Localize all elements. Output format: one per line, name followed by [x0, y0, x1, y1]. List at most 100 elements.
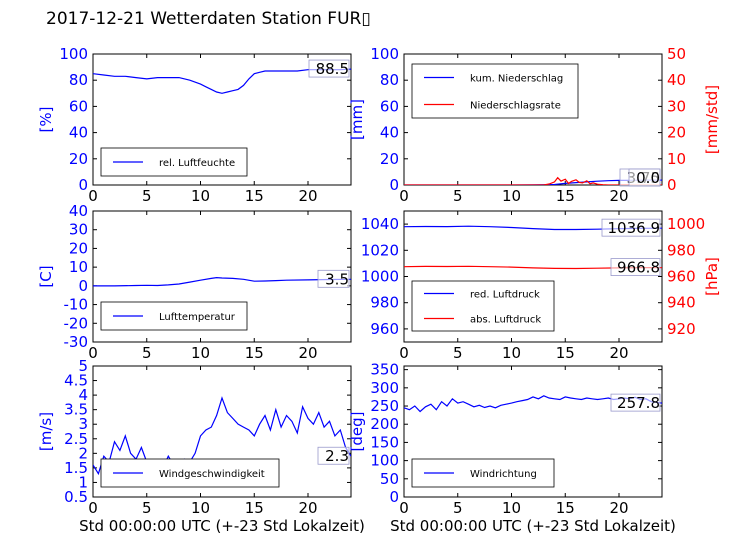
chart-humidity: 0 5 10 15 20 0 20 40 60 80 100 [%] 88.5 rel. Luftfeuc… [37, 45, 352, 205]
y-tick-label: 80 [380, 71, 399, 89]
y-tick-label: 1 [78, 473, 88, 491]
y-tick-label: -10 [64, 296, 89, 314]
legend: Windrichtung [411, 458, 555, 488]
legend-label: rel. Luftfeuchte [159, 158, 235, 169]
y-tick-label: 80 [69, 71, 88, 89]
chart-pressure: 0 5 10 15 20 960 980 1000 1020 1040 920 940 960 980 10… [361, 210, 721, 362]
y-tick-label: 3 [78, 415, 88, 433]
x-tick-label: 10 [191, 187, 210, 205]
last-value-label: 1036.9 [608, 219, 661, 237]
last-value-box [601, 218, 661, 237]
y2-tick-label: 960 [667, 268, 696, 286]
x-tick-label: 20 [298, 187, 317, 205]
x-axis-label-right: Std 00:00:00 UTC (+-23 Std Lokalzeit) [390, 517, 676, 535]
y-tick-label: 20 [380, 150, 399, 168]
y2-tick-label: 920 [667, 320, 696, 338]
y2-tick-label: 40 [667, 71, 686, 89]
y-tick-label: 0 [78, 176, 88, 194]
y-tick-label: 960 [370, 320, 399, 338]
y-axis-label: [deg] [348, 412, 366, 452]
y-tick-label: 300 [370, 379, 399, 397]
last-value-label: 88.5 [316, 60, 349, 78]
y-tick-label: 100 [370, 452, 399, 470]
series-line [404, 176, 662, 185]
x-tick-label: 15 [556, 499, 575, 517]
legend: Windgeschwindigkeit [100, 458, 280, 488]
legend-box [411, 63, 579, 119]
legend: kum. Niederschlag Niederschlagsrate [411, 63, 579, 119]
y-tick-label: 1.5 [64, 459, 88, 477]
y-tick-label: 0.5 [64, 488, 88, 506]
y-tick-label: 1020 [361, 241, 399, 259]
y-axis-label: [C] [37, 265, 55, 287]
y2-tick-label: 50 [667, 45, 686, 63]
last-value-box [610, 393, 661, 412]
x-tick-label: 5 [142, 187, 152, 205]
y-tick-label: 0 [78, 277, 88, 295]
legend: rel. Luftfeuchte [100, 147, 248, 177]
y-tick-label: 4 [78, 386, 88, 404]
x-tick-label: 20 [298, 499, 317, 517]
x-tick-label: 0 [399, 187, 409, 205]
x-tick-label: 0 [399, 344, 409, 362]
x-tick-label: 15 [245, 499, 264, 517]
last-value-label: 3.5 [325, 270, 349, 288]
x-tick-label: 10 [502, 499, 521, 517]
y-tick-label: 4.5 [64, 372, 88, 390]
legend-label: Niederschlagsrate [470, 101, 561, 112]
x-tick-label: 5 [142, 499, 152, 517]
y-tick-label: 40 [69, 202, 88, 220]
y-tick-label: 1000 [361, 268, 399, 286]
x-tick-label: 20 [609, 344, 628, 362]
last-value-box [628, 168, 661, 187]
last-value-box [308, 59, 350, 78]
y2-tick-label: 980 [667, 241, 696, 259]
y2-tick-label: 0 [667, 176, 677, 194]
y2-axis-label: [mm/std] [703, 85, 721, 154]
y-tick-label: 250 [370, 397, 399, 415]
y2-tick-label: 20 [667, 124, 686, 142]
y-tick-label: 10 [69, 258, 88, 276]
x-tick-label: 5 [453, 344, 463, 362]
last-value-box [317, 269, 350, 288]
last-value-label: 0.0 [636, 169, 660, 187]
x-tick-label: 0 [88, 344, 98, 362]
legend-label: abs. Luftdruck [470, 315, 541, 326]
x-tick-label: 10 [191, 344, 210, 362]
x-tick-label: 15 [245, 187, 264, 205]
y-tick-label: 0 [389, 488, 399, 506]
x-tick-label: 15 [245, 344, 264, 362]
y-axis-label: [%] [37, 107, 55, 133]
y-tick-label: 20 [69, 150, 88, 168]
x-tick-label: 20 [609, 187, 628, 205]
legend-label: Windrichtung [470, 469, 537, 480]
x-tick-label: 15 [556, 187, 575, 205]
x-tick-label: 5 [453, 499, 463, 517]
y-tick-label: 40 [69, 124, 88, 142]
chart-winddirection: 0 5 10 15 20050100150200250300350[deg]257.8W… [348, 361, 663, 517]
x-tick-label: 5 [453, 187, 463, 205]
series-line [93, 276, 351, 287]
y-tick-label: 100 [370, 45, 399, 63]
y-tick-label: 200 [370, 415, 399, 433]
x-tick-label: 5 [142, 344, 152, 362]
y-tick-label: -20 [64, 314, 89, 332]
y-tick-label: 60 [69, 97, 88, 115]
y-tick-label: 20 [69, 239, 88, 257]
y-tick-label: 980 [370, 294, 399, 312]
y-tick-label: 1040 [361, 215, 399, 233]
y-tick-label: 50 [380, 470, 399, 488]
legend-label: red. Luftdruck [470, 290, 540, 301]
x-tick-label: 0 [88, 187, 98, 205]
x-tick-label: 10 [502, 187, 521, 205]
y-tick-label: 2 [78, 444, 88, 462]
plot-frame [92, 365, 352, 498]
y2-tick-label: 10 [667, 150, 686, 168]
x-axis-label-left: Std 00:00:00 UTC (+-23 Std Lokalzeit) [79, 517, 365, 535]
legend: red. Luftdruck abs. Luftdruck [411, 280, 555, 332]
y-tick-label: 2.5 [64, 430, 88, 448]
plot-frame [403, 365, 663, 498]
x-tick-label: 20 [298, 344, 317, 362]
